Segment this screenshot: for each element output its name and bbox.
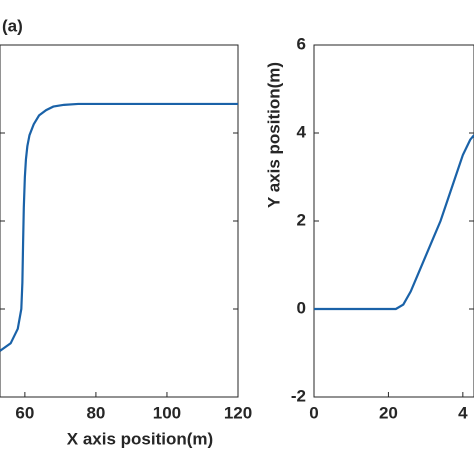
x-tick-label: 100 xyxy=(153,403,181,422)
y-tick-label: 4 xyxy=(297,122,307,141)
data-line xyxy=(0,102,238,352)
panel-label: (a) xyxy=(2,16,23,35)
x-tick-label: 60 xyxy=(15,403,34,422)
x-axis-label: X axis position(m) xyxy=(67,429,213,448)
x-tick-label: 20 xyxy=(379,403,398,422)
plot-frame xyxy=(0,44,239,398)
plot-frame xyxy=(313,44,474,398)
y-axis-label: Y axis position(m) xyxy=(264,62,283,208)
x-tick-label: 4 xyxy=(458,403,468,422)
x-tick-label: 120 xyxy=(224,403,252,422)
y-tick-label: 2 xyxy=(297,210,306,229)
x-tick-label: 0 xyxy=(309,403,318,422)
y-tick-label: -2 xyxy=(291,386,306,405)
x-tick-label: 80 xyxy=(86,403,105,422)
y-tick-label: 0 xyxy=(297,298,306,317)
y-tick-label: 6 xyxy=(297,34,306,53)
data-line xyxy=(314,134,474,311)
